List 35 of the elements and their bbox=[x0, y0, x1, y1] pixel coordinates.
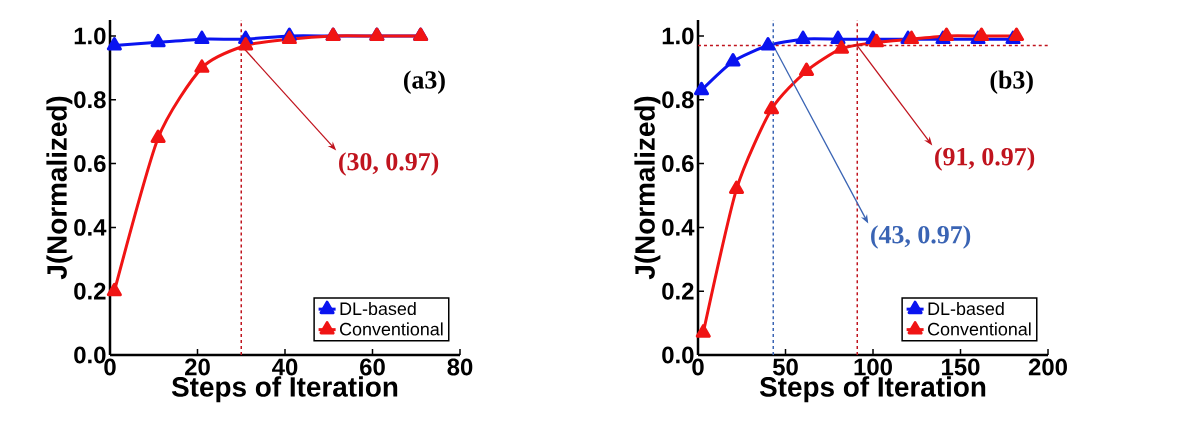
annotation: (91, 0.97) bbox=[935, 147, 1035, 171]
legend-label: DL-based bbox=[928, 301, 1004, 316]
y-tick-label: 0.8 bbox=[662, 91, 694, 109]
y-axis-title: J(Normalized) bbox=[634, 96, 661, 280]
x-tick-label: 50 bbox=[772, 358, 798, 376]
y-tick-label: 0.8 bbox=[74, 91, 106, 109]
x-tick-label: 60 bbox=[360, 358, 385, 376]
y-tick-label: 0.0 bbox=[662, 346, 694, 364]
x-tick-label: 100 bbox=[854, 358, 892, 376]
x-tick-label: 200 bbox=[1028, 358, 1067, 376]
annotation: (a3) bbox=[403, 70, 445, 94]
x-tick-label: 20 bbox=[185, 358, 210, 376]
x-axis-title: Steps of Iteration bbox=[171, 376, 398, 403]
legend-label: Conventional bbox=[339, 322, 443, 336]
y-tick-label: 1.0 bbox=[74, 27, 106, 45]
y-tick-label: 0.4 bbox=[74, 218, 107, 236]
x-tick-label: 0 bbox=[692, 358, 704, 376]
y-tick-label: 0.2 bbox=[662, 282, 694, 300]
y-tick-label: 0.6 bbox=[662, 155, 694, 173]
x-axis-title: Steps of Iteration bbox=[759, 376, 986, 403]
y-tick-label: 0.0 bbox=[74, 346, 106, 364]
x-tick-label: 0 bbox=[104, 358, 116, 376]
x-tick-label: 150 bbox=[942, 358, 980, 376]
y-tick-label: 0.4 bbox=[662, 218, 695, 236]
legend-label: Conventional bbox=[928, 322, 1031, 336]
annotation: (43, 0.97) bbox=[871, 225, 971, 249]
y-tick-label: 1.0 bbox=[662, 27, 694, 45]
annotation: (30, 0.97) bbox=[339, 152, 439, 176]
x-tick-label: 80 bbox=[447, 358, 473, 376]
x-tick-label: 40 bbox=[272, 358, 298, 376]
y-axis-title: J(Normalized) bbox=[46, 96, 73, 280]
y-tick-label: 0.6 bbox=[74, 155, 106, 173]
annotation: (b3) bbox=[990, 70, 1033, 94]
y-tick-label: 0.2 bbox=[74, 282, 106, 300]
legend-label: DL-based bbox=[340, 301, 416, 316]
